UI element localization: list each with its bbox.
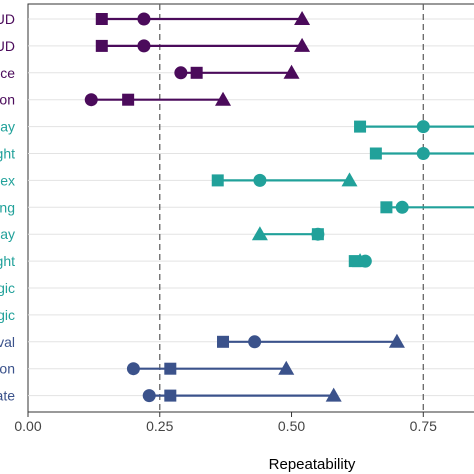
x-tick-label: 0.00 <box>14 418 41 434</box>
row-label: ght <box>0 146 15 162</box>
square-point <box>122 93 135 106</box>
square-point <box>95 39 108 52</box>
x-tick-label: 0.25 <box>146 418 173 434</box>
row-label: on <box>0 361 15 377</box>
triangle-point <box>215 91 232 106</box>
row-label: val <box>0 334 15 350</box>
circle-point <box>395 200 409 214</box>
row-label: on <box>0 92 15 108</box>
square-point <box>217 335 230 348</box>
row-dumbbell <box>251 226 325 241</box>
circle-point <box>126 362 140 376</box>
row-dumbbell <box>142 387 342 403</box>
row-label: ng <box>0 199 15 215</box>
circle-point <box>142 389 156 403</box>
square-point <box>211 174 224 187</box>
triangle-point <box>283 64 300 79</box>
row-dumbbell <box>354 120 474 134</box>
row-label: gic <box>0 307 15 323</box>
circle-point <box>416 120 430 134</box>
square-point <box>369 147 382 160</box>
row-dumbbell <box>369 147 474 160</box>
row-label: ay <box>0 226 15 242</box>
square-point <box>354 120 367 133</box>
square-point <box>380 201 393 214</box>
circle-point <box>248 335 262 349</box>
square-point <box>164 362 177 375</box>
row-dumbbell <box>126 360 295 376</box>
row-label: UD <box>0 38 15 54</box>
triangle-point <box>294 37 311 52</box>
circle-point <box>84 93 98 107</box>
triangle-point <box>341 172 358 187</box>
row-dumbbell <box>217 333 405 349</box>
square-point <box>164 389 177 402</box>
row-label: ght <box>0 253 15 269</box>
x-axis: 0.00 0.25 0.50 0.75 <box>14 412 437 434</box>
triangle-point <box>278 360 295 375</box>
triangle-point <box>388 333 405 348</box>
triangle-point <box>294 11 311 25</box>
row-dumbbell <box>95 11 311 26</box>
row-dumbbell <box>174 64 300 80</box>
circle-point <box>137 39 151 53</box>
square-point <box>190 66 203 79</box>
square-point <box>348 255 361 268</box>
row-dumbbell <box>84 91 232 107</box>
circle-point <box>311 227 325 241</box>
triangle-point <box>251 226 268 241</box>
x-tick-label: 0.75 <box>410 418 437 434</box>
circle-point <box>174 66 188 80</box>
circle-point <box>137 12 151 26</box>
row-label: ate <box>0 388 15 404</box>
row-dumbbell <box>211 172 358 187</box>
x-axis-title: Repeatability <box>269 456 356 473</box>
x-tick-label: 0.50 <box>278 418 305 434</box>
row-dumbbell <box>95 37 311 53</box>
row-dumbbell <box>380 200 474 214</box>
triangle-point <box>325 387 342 402</box>
row-label: ce <box>0 65 15 81</box>
row-dumbbell <box>348 253 372 268</box>
row-labels: UD UD ce on ay ght ex ng ay ght gic gic val on ate <box>0 11 15 404</box>
row-label: UD <box>0 11 15 27</box>
circle-point <box>253 173 267 187</box>
row-label: gic <box>0 280 15 296</box>
circle-point <box>416 147 430 160</box>
circle-point <box>358 254 372 268</box>
row-label: ex <box>0 172 15 188</box>
square-point <box>95 13 108 25</box>
data-layer <box>84 11 474 403</box>
row-label: ay <box>0 119 15 135</box>
